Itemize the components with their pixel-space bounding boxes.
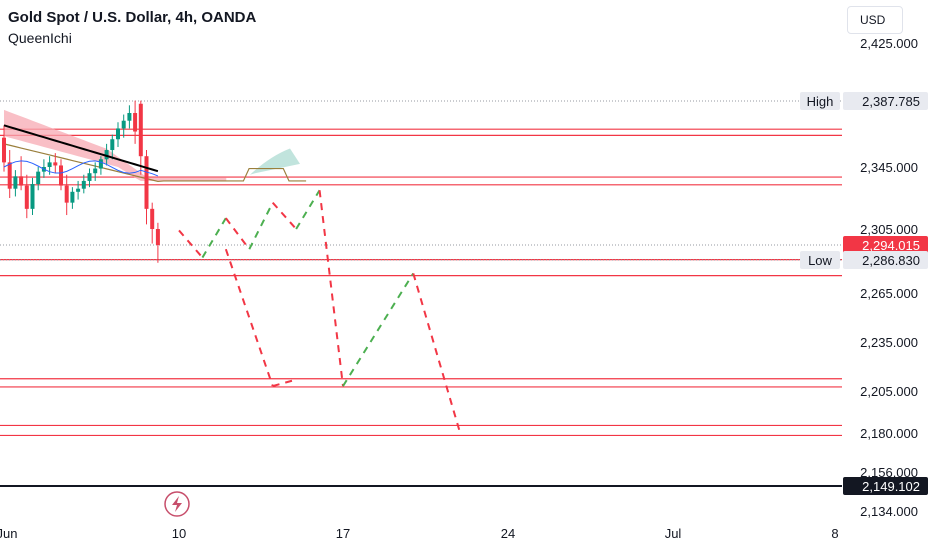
projection-segment bbox=[201, 217, 227, 259]
candle-body bbox=[133, 113, 138, 132]
indicator-name[interactable]: QueenIchi bbox=[8, 30, 72, 46]
candle-body bbox=[70, 191, 75, 203]
ma-slow-line bbox=[3, 160, 159, 177]
projection-segment bbox=[342, 272, 415, 387]
x-tick-label: 8 bbox=[831, 526, 838, 541]
candle-body bbox=[7, 162, 12, 189]
x-tick-label: Jul bbox=[665, 526, 682, 541]
projection-segment bbox=[412, 273, 462, 434]
projection-segment bbox=[248, 202, 274, 250]
price-axis[interactable]: 2,425.000 2,345.000 2,305.000 2,265.000 2,23… bbox=[860, 36, 918, 519]
candle-body bbox=[116, 128, 120, 140]
projection-segment bbox=[295, 189, 321, 230]
x-tick-label: 10 bbox=[172, 526, 186, 541]
projection-arrows bbox=[178, 189, 462, 434]
candle-body bbox=[138, 103, 143, 157]
currency-label: USD bbox=[860, 13, 886, 27]
support-resistance-levels bbox=[0, 100, 842, 487]
price-badge bbox=[843, 236, 928, 254]
candle-body bbox=[36, 171, 41, 185]
price-badge-value: 2,387.785 bbox=[862, 94, 920, 109]
candle-body bbox=[47, 162, 52, 167]
y-tick-label: 2,180.000 bbox=[860, 426, 918, 441]
candle-body bbox=[2, 137, 6, 163]
candle-body bbox=[110, 139, 115, 151]
y-tick-label: 2,345.000 bbox=[860, 160, 918, 175]
ma-fast-line bbox=[3, 124, 159, 173]
alt-projection-segment bbox=[272, 378, 297, 388]
price-badge-tag bbox=[800, 251, 840, 269]
candle-body bbox=[76, 188, 81, 192]
candle-body bbox=[13, 176, 18, 189]
candle-body bbox=[93, 168, 98, 174]
currency-button[interactable]: USD bbox=[847, 6, 903, 34]
x-tick-label: 24 bbox=[501, 526, 515, 541]
candle-body bbox=[150, 208, 155, 229]
cloud-bearish bbox=[4, 109, 227, 181]
y-tick-label: 2,425.000 bbox=[860, 36, 918, 51]
cloud-bullish bbox=[250, 148, 300, 175]
candle-body bbox=[19, 176, 24, 186]
candle-body bbox=[24, 185, 29, 209]
price-badge-tag bbox=[800, 92, 840, 110]
x-tick-label: Jun bbox=[0, 526, 17, 541]
y-tick-label: 2,205.000 bbox=[860, 384, 918, 399]
candle-body bbox=[87, 173, 92, 181]
time-axis[interactable]: Jun 10 17 24 Jul 8 bbox=[0, 526, 839, 541]
candlesticks bbox=[2, 100, 160, 263]
projection-segment bbox=[178, 229, 204, 259]
lightning-icon[interactable] bbox=[164, 491, 190, 517]
price-badge bbox=[843, 92, 928, 110]
candle-body bbox=[81, 180, 86, 189]
candle-body bbox=[98, 159, 103, 169]
candle-body bbox=[104, 150, 109, 160]
candle-body bbox=[127, 113, 132, 121]
chart-title: Gold Spot / U.S. Dollar, 4h, OANDA bbox=[8, 9, 257, 26]
projection-segment bbox=[225, 217, 251, 250]
candle-body bbox=[53, 162, 58, 166]
candle-body bbox=[64, 185, 69, 203]
price-badge-label: High bbox=[807, 94, 834, 109]
price-badge-value: 2,149.102 bbox=[862, 479, 920, 494]
ichimoku-cloud bbox=[3, 109, 307, 183]
candle-body bbox=[30, 184, 35, 209]
price-badge-label: Low bbox=[808, 253, 832, 268]
y-tick-label: 2,305.000 bbox=[860, 222, 918, 237]
projection-segment bbox=[318, 190, 344, 387]
price-badge-value: 2,294.015 bbox=[862, 238, 920, 253]
y-tick-label: 2,265.000 bbox=[860, 286, 918, 301]
candle-body bbox=[144, 156, 149, 209]
kijun-line bbox=[3, 143, 307, 183]
projection-segment bbox=[271, 201, 297, 230]
candle-body bbox=[59, 165, 63, 186]
y-tick-label: 2,235.000 bbox=[860, 335, 918, 350]
price-badge-value: 2,286.830 bbox=[862, 253, 920, 268]
y-tick-label: 2,156.000 bbox=[860, 465, 918, 480]
x-tick-label: 17 bbox=[336, 526, 350, 541]
y-tick-label: 2,134.000 bbox=[860, 504, 918, 519]
candle-body bbox=[121, 120, 126, 129]
price-badge bbox=[843, 251, 928, 269]
candle-body bbox=[155, 229, 160, 246]
price-badge bbox=[843, 477, 928, 495]
alt-projection-segment bbox=[224, 248, 274, 387]
